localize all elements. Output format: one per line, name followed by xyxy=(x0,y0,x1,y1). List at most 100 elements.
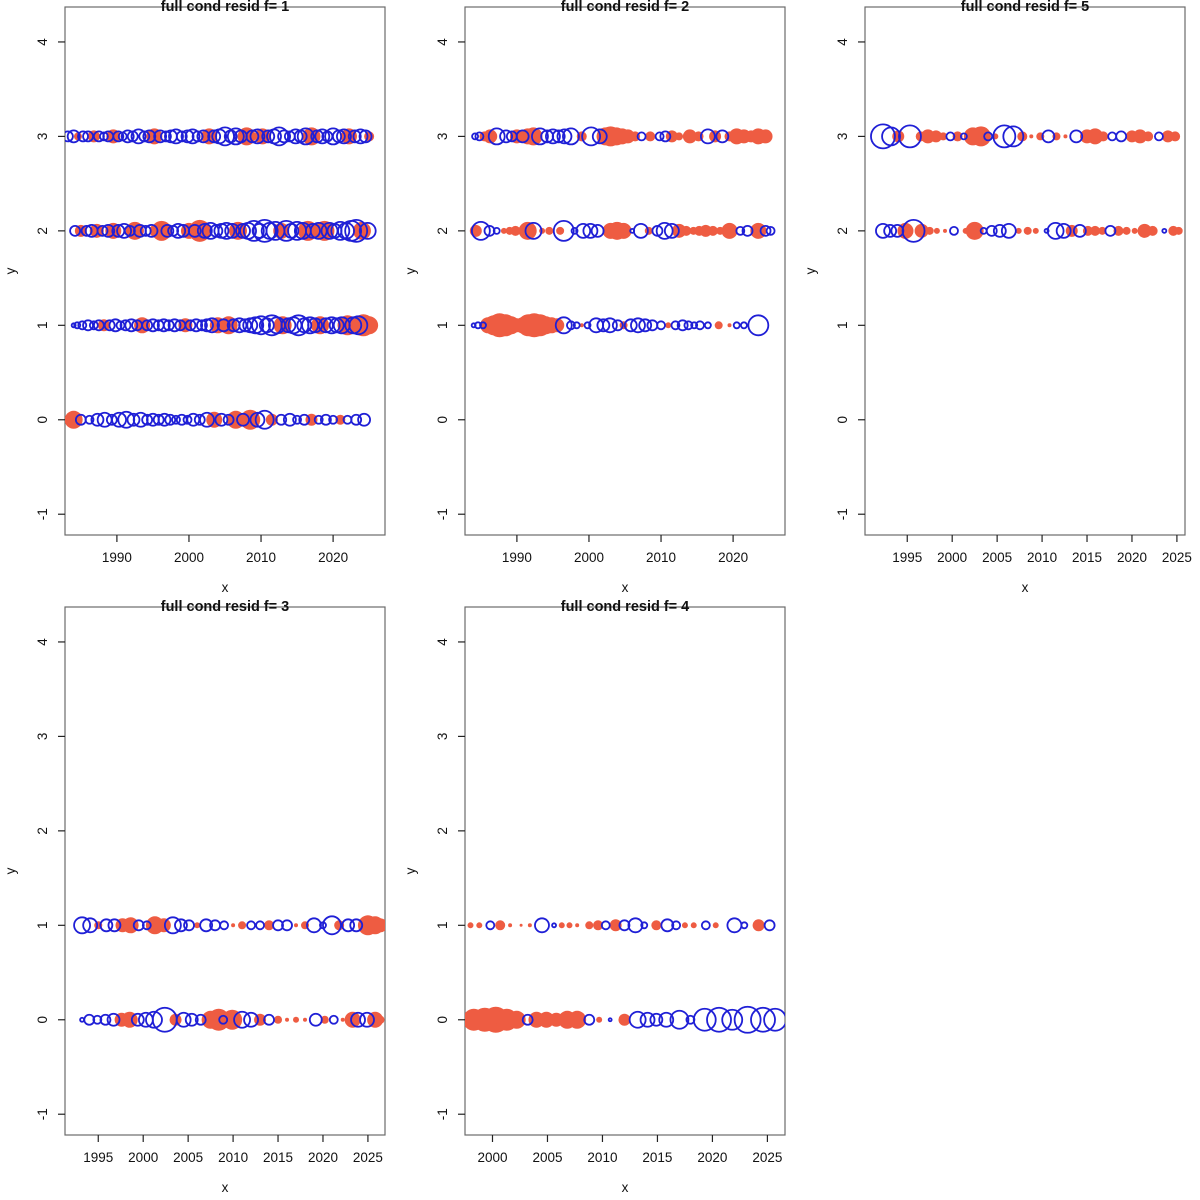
data-point-open xyxy=(349,918,364,933)
data-point-open xyxy=(1002,125,1025,148)
data-point-open xyxy=(164,413,177,426)
data-point-open xyxy=(105,413,118,426)
data-point-open xyxy=(676,319,689,332)
data-point-filled xyxy=(1170,131,1181,142)
data-point-open xyxy=(726,917,743,934)
data-point-filled xyxy=(1122,226,1131,235)
data-point-filled xyxy=(925,226,934,235)
data-point-filled xyxy=(265,413,278,426)
data-point-filled xyxy=(519,923,523,927)
points-layer xyxy=(469,126,776,338)
data-point-filled xyxy=(675,132,684,141)
data-point-open xyxy=(219,920,230,931)
data-point-filled xyxy=(264,920,275,931)
panel-f4: full cond resid f= 4 2000 2005 2010 2015 2020… xyxy=(400,600,800,1200)
data-point-filled xyxy=(238,921,247,930)
y-tick-label: 3 xyxy=(35,733,50,741)
x-tick-label: 2020 xyxy=(308,1150,338,1165)
panel-f3: full cond resid f= 3 1995 2000 2005 2010 2015… xyxy=(0,600,400,1200)
data-point-open xyxy=(695,320,705,331)
data-point-open xyxy=(144,223,159,238)
x-tick-label: 2010 xyxy=(218,1150,248,1165)
y-tick-label: 0 xyxy=(835,416,850,424)
data-point-filled xyxy=(1161,130,1174,143)
x-tick-label: 2005 xyxy=(532,1150,562,1165)
y-tick-label: 2 xyxy=(35,827,50,835)
data-point-open xyxy=(282,412,297,427)
data-point-filled xyxy=(483,129,498,144)
data-point-open xyxy=(600,920,611,931)
data-point-open xyxy=(1043,227,1050,234)
data-point-open xyxy=(106,1012,121,1027)
data-point-filled xyxy=(1137,223,1152,238)
data-point-open xyxy=(534,917,550,934)
data-point-open xyxy=(659,130,672,143)
data-point-open xyxy=(322,915,342,936)
data-point-open xyxy=(992,124,1017,149)
x-tick-label: 2015 xyxy=(1072,550,1102,565)
y-axis-label: y xyxy=(3,267,18,274)
data-point-open xyxy=(242,317,259,334)
data-point-filled xyxy=(344,1011,361,1028)
x-tick-label: 2000 xyxy=(937,550,967,565)
data-point-open xyxy=(350,413,363,426)
y-tick-label: 4 xyxy=(435,38,450,46)
data-point-filled xyxy=(1029,134,1034,139)
data-point-open xyxy=(591,128,608,145)
data-point-open xyxy=(341,918,356,933)
data-point-open xyxy=(590,223,605,238)
data-point-filled xyxy=(620,129,635,144)
data-point-filled xyxy=(681,225,692,236)
data-point-filled xyxy=(943,228,947,233)
data-point-open xyxy=(499,129,513,144)
data-point-open xyxy=(671,920,682,931)
data-point-open xyxy=(733,1005,762,1034)
data-point-filled xyxy=(1032,227,1039,234)
data-point-open xyxy=(214,412,229,427)
data-point-open xyxy=(583,1013,596,1026)
y-tick-label: 2 xyxy=(435,227,450,235)
data-point-open xyxy=(575,222,592,239)
data-point-open xyxy=(328,414,339,425)
plot-svg: full cond resid f= 1 1990 2000 2010 2020 -1 0 1… xyxy=(3,0,386,595)
data-point-open xyxy=(1104,224,1117,237)
data-point-open xyxy=(359,1011,375,1028)
data-point-filled xyxy=(524,127,543,146)
data-point-open xyxy=(572,321,581,330)
data-point-open xyxy=(663,222,680,239)
data-point-open xyxy=(1072,223,1087,238)
data-point-open xyxy=(632,222,649,239)
data-point-open xyxy=(322,316,341,335)
data-point-open xyxy=(163,916,182,935)
data-point-open xyxy=(618,919,631,932)
data-point-filled xyxy=(752,919,765,932)
data-point-open xyxy=(474,131,485,142)
data-point-filled xyxy=(914,223,929,238)
data-point-open xyxy=(330,220,351,241)
data-point-open xyxy=(175,1011,192,1028)
data-point-open xyxy=(611,319,624,332)
panel-title: full cond resid f= 1 xyxy=(161,0,290,15)
data-point-open xyxy=(111,411,127,428)
data-point-open xyxy=(141,920,152,931)
data-point-open xyxy=(669,1009,690,1030)
data-point-open xyxy=(320,413,332,426)
data-point-filled xyxy=(707,225,718,236)
data-point-open xyxy=(152,413,165,426)
data-point-open xyxy=(551,129,566,144)
panel-title: full cond resid f= 4 xyxy=(561,600,690,615)
x-tick-label: 2020 xyxy=(318,550,348,565)
data-point-open xyxy=(275,413,288,426)
data-point-filled xyxy=(360,316,379,335)
x-tick-label: 2010 xyxy=(646,550,676,565)
data-point-open xyxy=(470,220,491,241)
x-tick-label: 2000 xyxy=(128,1150,158,1165)
data-point-filled xyxy=(194,922,201,929)
x-axis-label: x xyxy=(1022,580,1029,595)
data-point-open xyxy=(556,128,573,145)
data-point-open xyxy=(249,411,266,428)
data-point-open xyxy=(277,129,291,144)
data-point-open xyxy=(699,128,716,145)
data-point-open xyxy=(184,128,201,145)
data-point-open xyxy=(552,219,575,242)
